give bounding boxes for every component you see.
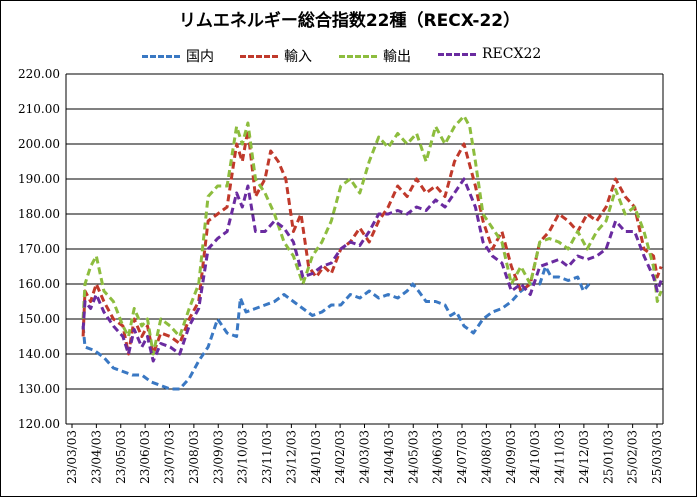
y-tick-label: 190.00 [18, 172, 60, 186]
x-tick-label: 24/07/03 [455, 430, 469, 484]
x-tick-label: 24/10/03 [528, 430, 542, 484]
x-tick-label: 24/02/03 [333, 430, 347, 484]
legend-label: 輸入 [284, 49, 312, 65]
x-tick-label: 24/12/03 [577, 430, 591, 484]
x-tick-label: 23/06/03 [138, 430, 152, 484]
x-tick-label: 24/01/03 [309, 430, 323, 484]
x-tick-label: 25/03/03 [650, 430, 664, 484]
x-tick-label: 24/03/03 [358, 430, 372, 484]
legend-swatch [339, 54, 377, 58]
x-tick-label: 23/09/03 [211, 430, 225, 484]
x-tick-label: 23/12/03 [284, 430, 298, 484]
series-line-1 [81, 128, 663, 356]
legend-label: RECX22 [482, 46, 542, 62]
legend-item-3: RECX22 [438, 46, 541, 62]
series-line-3 [81, 177, 663, 363]
x-tick-label: 23/07/03 [163, 430, 177, 484]
x-tick-label: 23/11/03 [260, 430, 274, 484]
y-tick-label: 160.00 [18, 277, 60, 291]
y-tick-label: 170.00 [18, 242, 60, 256]
x-tick-label: 23/08/03 [187, 430, 201, 484]
series-line-0 [81, 265, 591, 391]
x-tick-label: 25/02/03 [626, 430, 640, 484]
x-tick-label: 24/08/03 [479, 430, 493, 484]
legend: 国内 輸入 輸出 RECX22 [0, 46, 699, 66]
legend-item-0: 国内 [142, 46, 214, 66]
x-tick-label: 23/04/03 [89, 430, 103, 484]
legend-swatch [438, 52, 476, 56]
legend-item-2: 輸出 [339, 46, 411, 66]
x-tick-label: 24/04/03 [382, 430, 396, 484]
y-tick-label: 220.00 [18, 67, 60, 81]
x-tick-label: 23/05/03 [114, 430, 128, 484]
y-tick-label: 140.00 [18, 347, 60, 361]
y-tick-label: 180.00 [18, 207, 60, 221]
series-line-2 [81, 114, 663, 356]
y-tick-label: 210.00 [18, 102, 60, 116]
legend-swatch [142, 54, 180, 58]
x-tick-label: 25/01/03 [601, 430, 615, 484]
x-tick-label: 24/05/03 [406, 430, 420, 484]
x-tick-label: 23/10/03 [236, 430, 250, 484]
x-tick-label: 24/06/03 [431, 430, 445, 484]
legend-label: 国内 [186, 49, 214, 65]
chart-title: リムエネルギー総合指数22種（RECX-22） [178, 11, 521, 31]
y-tick-label: 130.00 [18, 382, 60, 396]
x-tick-label: 24/09/03 [504, 430, 518, 484]
x-tick-label: 23/03/03 [65, 430, 79, 484]
y-tick-label: 120.00 [18, 417, 60, 431]
y-tick-label: 150.00 [18, 312, 60, 326]
y-tick-label: 200.00 [18, 137, 60, 151]
legend-label: 輸出 [383, 49, 411, 65]
legend-item-1: 輸入 [240, 46, 312, 66]
x-tick-label: 24/11/03 [553, 430, 567, 484]
legend-swatch [240, 54, 278, 58]
